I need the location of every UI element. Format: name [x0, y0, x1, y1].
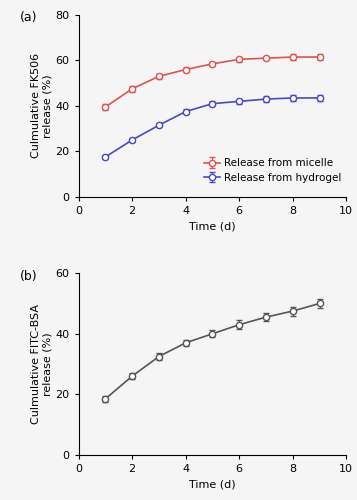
X-axis label: Time (d): Time (d): [189, 222, 236, 232]
Y-axis label: Culmulative FITC-BSA
release (%): Culmulative FITC-BSA release (%): [31, 304, 52, 424]
X-axis label: Time (d): Time (d): [189, 480, 236, 490]
Text: (b): (b): [20, 270, 37, 282]
Legend: Release from micelle, Release from hydrogel: Release from micelle, Release from hydro…: [200, 154, 345, 186]
Text: (a): (a): [20, 12, 37, 24]
Y-axis label: Culmulative FK506
release (%): Culmulative FK506 release (%): [31, 54, 52, 158]
